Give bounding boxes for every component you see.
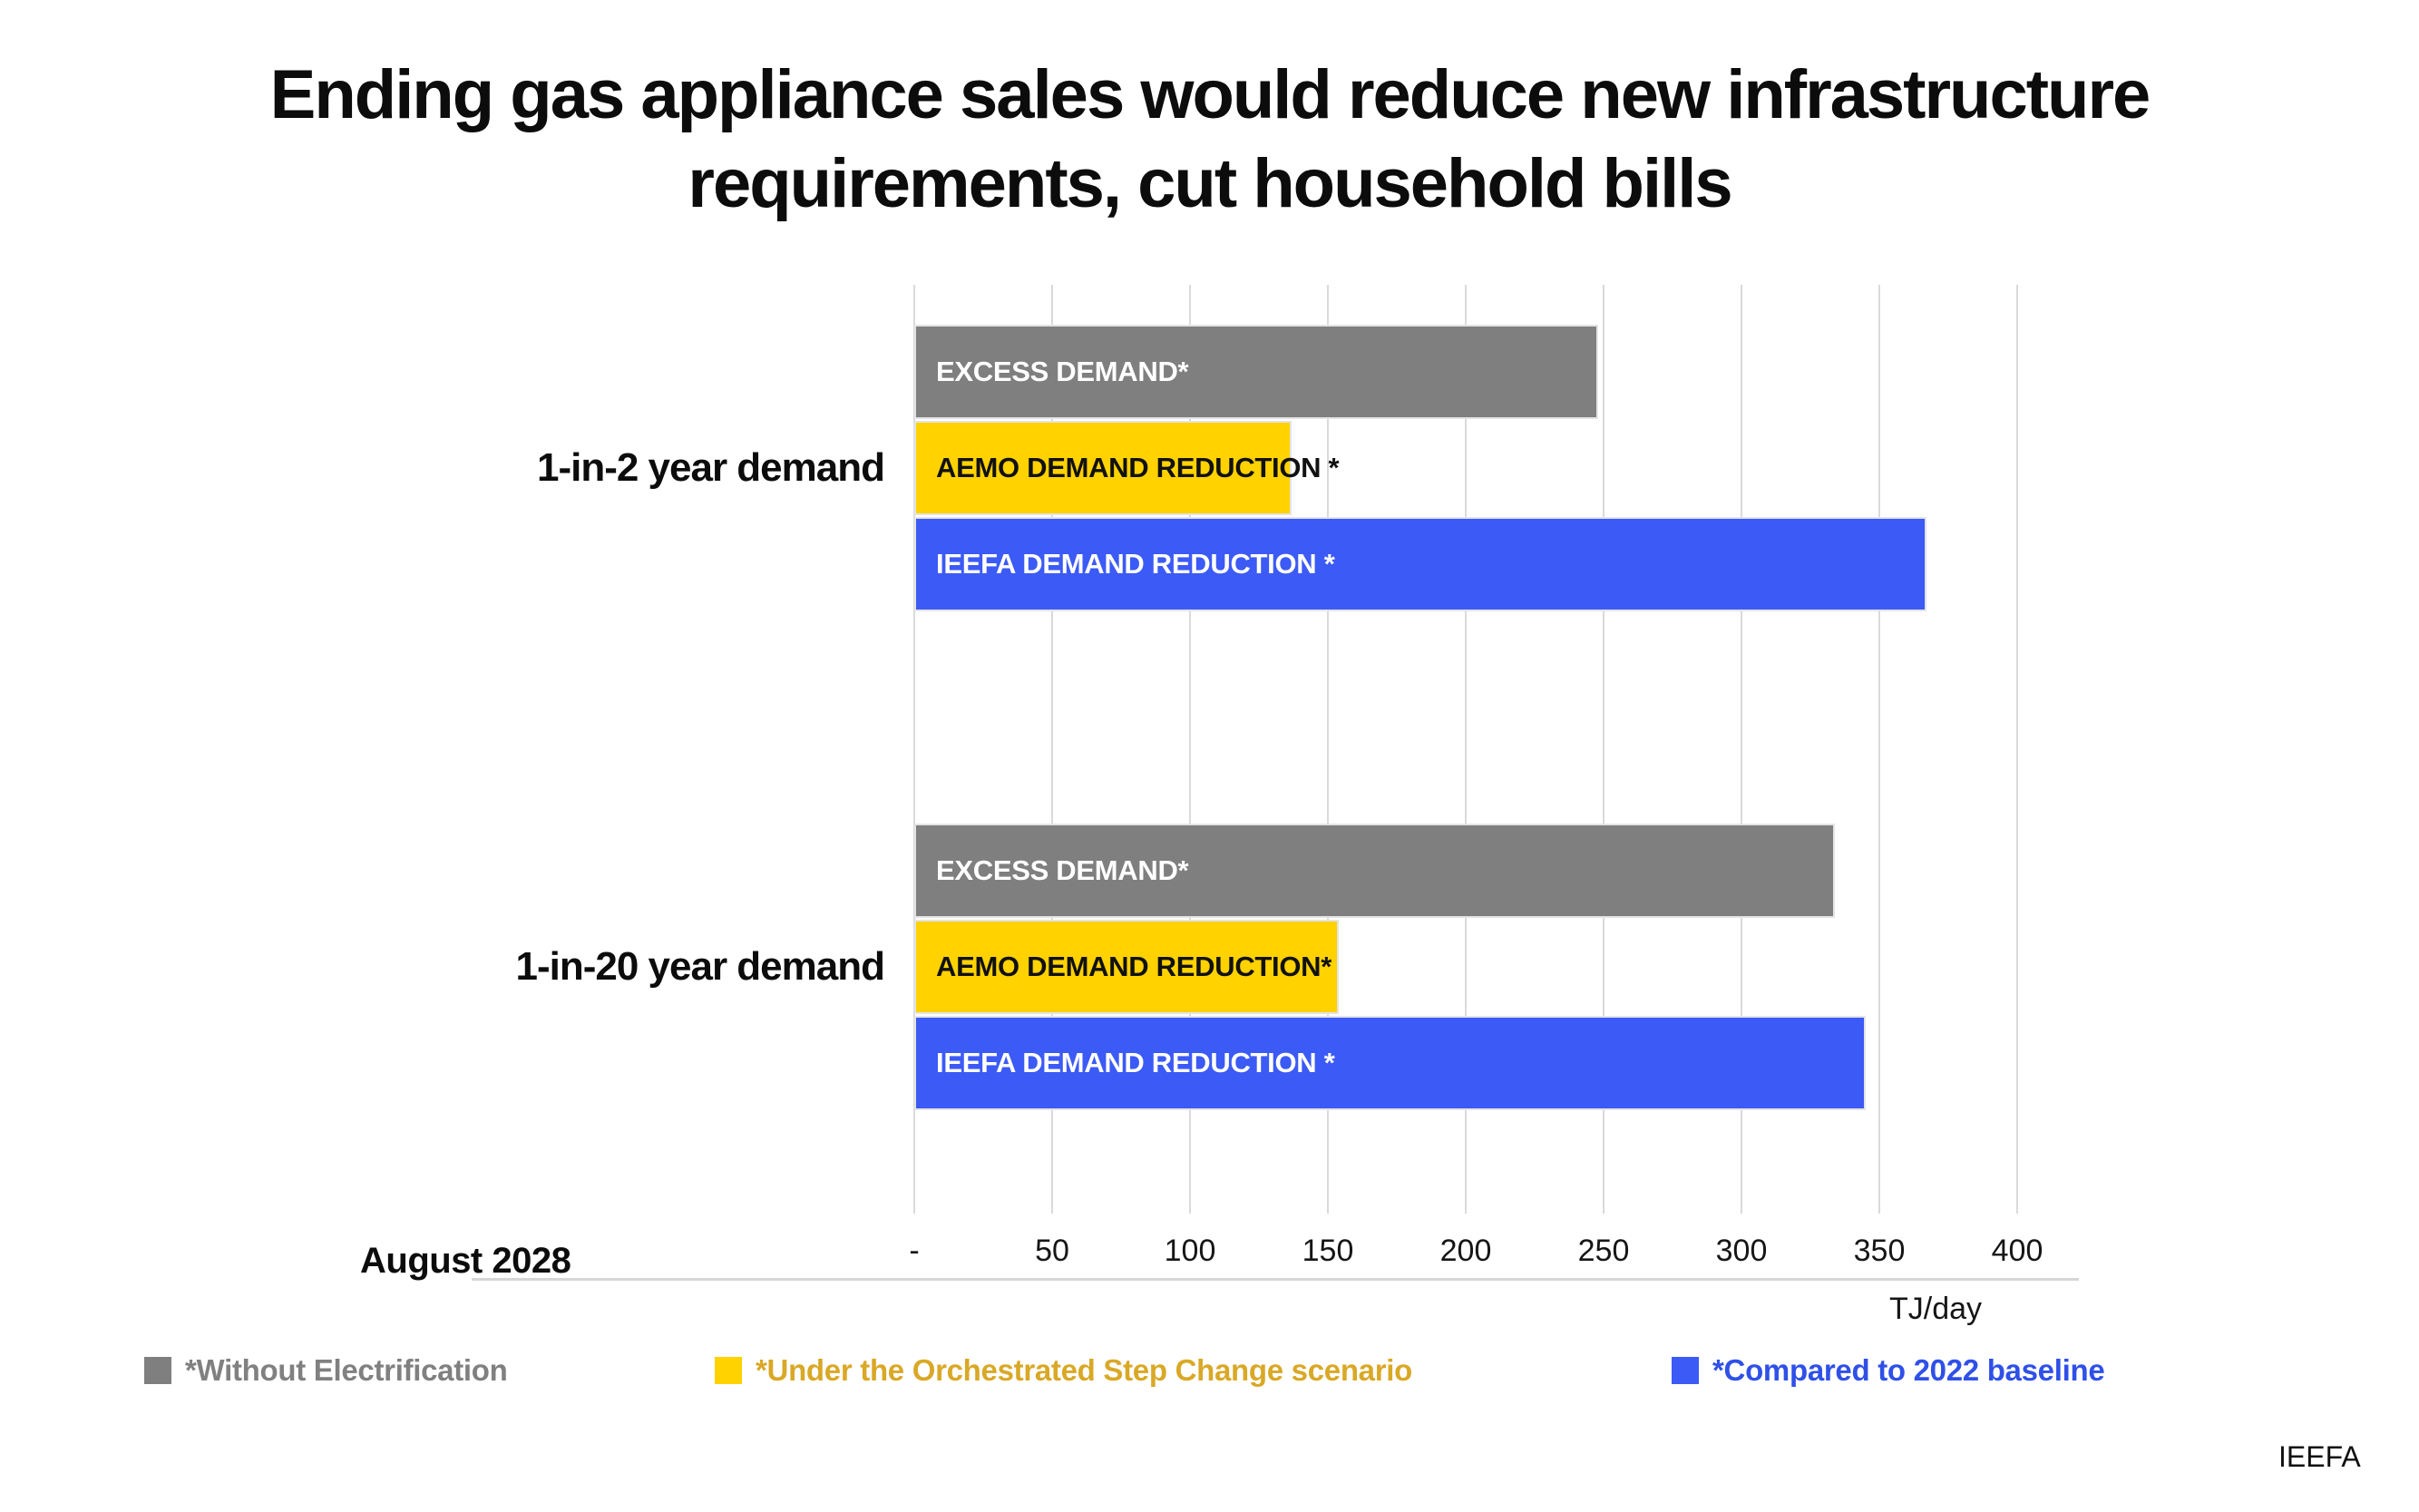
bar-label: IEEFA DEMAND REDUCTION * — [936, 548, 1335, 580]
x-axis-tick-label: 100 — [1164, 1234, 1216, 1268]
bar-without-electrification: EXCESS DEMAND* — [914, 325, 1598, 419]
gridline — [1327, 285, 1329, 1214]
legend-label-without-electrification: *Without Electrification — [185, 1353, 508, 1387]
bar-label: EXCESS DEMAND* — [936, 356, 1189, 387]
legend-label-2022-baseline: *Compared to 2022 baseline — [1712, 1353, 2105, 1387]
bar-aemo-step-change: AEMO DEMAND REDUCTION * — [914, 421, 1340, 515]
gridline — [1741, 285, 1742, 1214]
legend-label-step-change-scenario: *Under the Orchestrated Step Change scen… — [756, 1353, 1412, 1387]
gridline — [913, 285, 915, 1214]
group-label-1-in-2: 1-in-2 year demand — [536, 445, 885, 490]
gridline — [1189, 285, 1191, 1214]
group-label-1-in-20: 1-in-20 year demand — [515, 944, 885, 989]
legend-item-step-change-scenario: *Under the Orchestrated Step Change scen… — [715, 1353, 1412, 1388]
bar-label: AEMO DEMAND REDUCTION* — [936, 951, 1332, 982]
x-axis-unit-label: TJ/day — [1889, 1292, 1983, 1326]
chart-title-line-1: Ending gas appliance sales would reduce … — [269, 56, 2151, 133]
bar-label: IEEFA DEMAND REDUCTION * — [936, 1047, 1335, 1078]
bar-ieefa-2022-baseline: IEEFA DEMAND REDUCTION * — [914, 517, 1926, 611]
x-axis-tick-label: 400 — [1991, 1234, 2043, 1268]
bar-label: EXCESS DEMAND* — [936, 854, 1189, 886]
x-axis-tick-label: 50 — [1035, 1234, 1069, 1268]
bar-label: AEMO DEMAND REDUCTION * — [936, 452, 1340, 483]
x-axis-tick-label: - — [909, 1234, 920, 1268]
chart-title: Ending gas appliance sales would reduce … — [0, 51, 2419, 229]
august-2028-axis-note: August 2028 — [360, 1241, 571, 1281]
bar-ieefa-2022-baseline: IEEFA DEMAND REDUCTION * — [914, 1016, 1866, 1110]
legend-swatch-gray-icon — [144, 1357, 171, 1384]
x-axis-tick-label: 250 — [1577, 1234, 1630, 1268]
x-axis-tick-label: 150 — [1302, 1234, 1354, 1268]
chart-title-line-2: requirements, cut household bills — [688, 145, 1732, 222]
gridline — [2016, 285, 2018, 1214]
legend-item-without-electrification: *Without Electrification — [144, 1353, 508, 1388]
legend-swatch-blue-icon — [1672, 1357, 1699, 1384]
x-axis-tick-label: 300 — [1715, 1234, 1768, 1268]
bar-aemo-step-change: AEMO DEMAND REDUCTION* — [914, 920, 1340, 1014]
gridline — [1603, 285, 1605, 1214]
x-axis-line — [472, 1278, 2079, 1281]
ieefa-attribution: IEEFA — [2278, 1440, 2361, 1473]
gridline — [1051, 285, 1053, 1214]
legend-item-2022-baseline: *Compared to 2022 baseline — [1672, 1353, 2105, 1388]
x-axis-tick-label: 200 — [1439, 1234, 1492, 1268]
gridline — [1465, 285, 1467, 1214]
legend-swatch-yellow-icon — [715, 1357, 742, 1384]
gridline — [1878, 285, 1880, 1214]
bar-without-electrification: EXCESS DEMAND* — [914, 824, 1836, 918]
x-axis-tick-label: 350 — [1853, 1234, 1906, 1268]
